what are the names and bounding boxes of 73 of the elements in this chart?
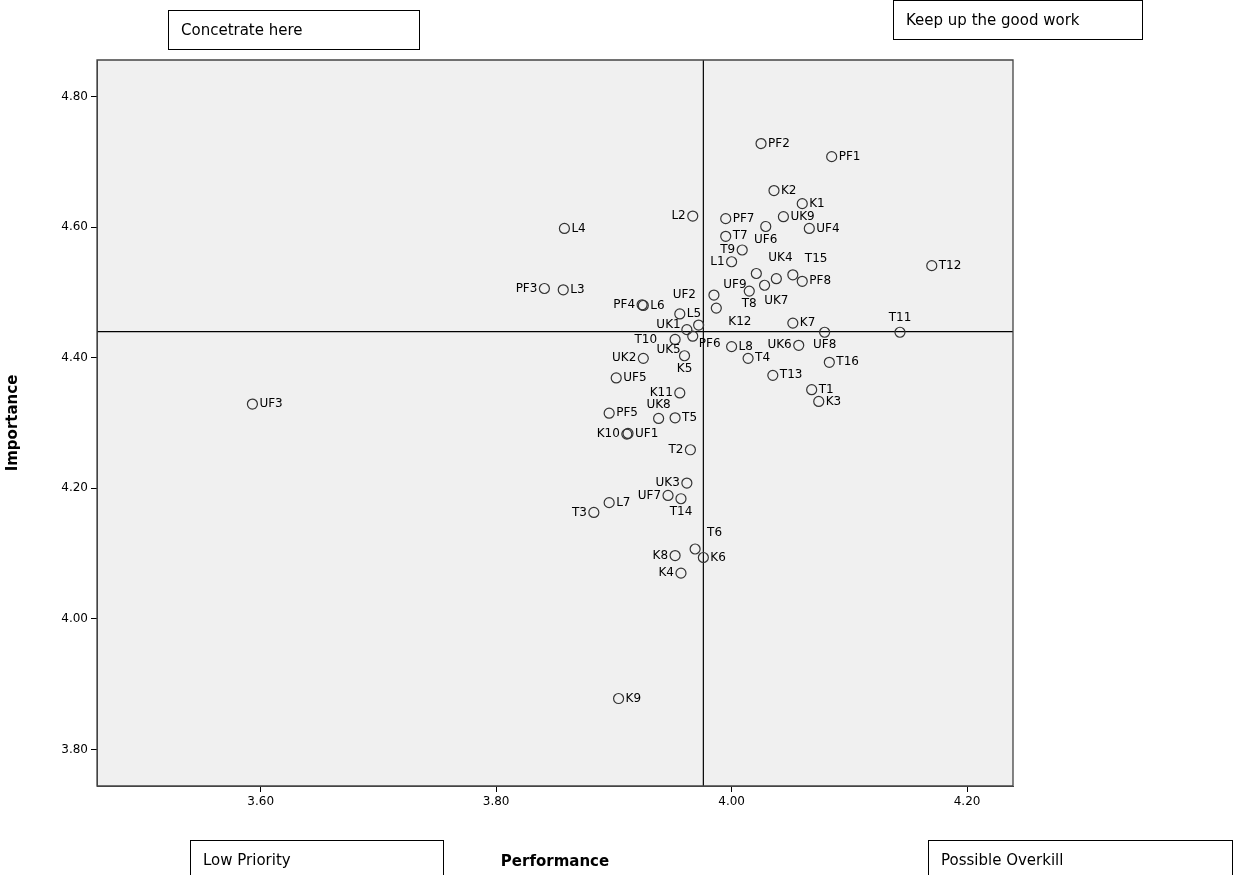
annotation: L7	[616, 494, 631, 509]
x-tick-label: 3.60	[247, 794, 275, 809]
annotation: PF2	[768, 135, 790, 150]
annotation: T1	[817, 381, 834, 396]
annotation: K8	[652, 547, 669, 562]
annotation: T8	[740, 296, 757, 311]
label-box: Possible Overkill	[928, 840, 1233, 875]
annotation: UF6	[754, 231, 778, 246]
annotation: UF7	[637, 487, 662, 502]
annotation: PF7	[732, 210, 755, 225]
annotation: UK2	[612, 350, 637, 365]
annotation: L6	[650, 297, 665, 312]
annotation: UF3	[259, 396, 283, 411]
label-box: Concetrate here	[168, 10, 420, 50]
y-tick-label: 4.20	[61, 480, 88, 495]
annotation: UK7	[764, 292, 789, 307]
annotation: UF1	[635, 425, 659, 440]
y-tick-label: 4.40	[61, 349, 88, 364]
annotation: T12	[937, 257, 962, 272]
annotation: UK9	[790, 208, 815, 223]
annotation: K7	[799, 315, 816, 330]
annotation: PF5	[616, 405, 638, 420]
annotation: K3	[825, 393, 842, 408]
x-axis-title: Performance	[500, 851, 610, 870]
annotation: PF8	[809, 273, 832, 288]
annotation: PF3	[515, 280, 538, 295]
annotation: L2	[671, 208, 686, 223]
annotation: K1	[809, 195, 825, 210]
annotation: PF4	[613, 296, 636, 311]
annotation: T11	[887, 310, 912, 325]
y-tick-label: 4.60	[61, 219, 88, 234]
annotation: T5	[681, 409, 698, 424]
y-tick-label: 3.80	[61, 741, 88, 756]
label-box: Keep up the good work	[893, 0, 1143, 40]
annotation: K9	[625, 690, 642, 705]
annotation: T15	[803, 250, 828, 265]
annotation: L5	[686, 306, 702, 321]
annotation: T14	[668, 503, 693, 518]
y-tick-label: 4.00	[61, 610, 88, 625]
x-tick-label: 4.20	[953, 794, 981, 809]
annotation: PF1	[838, 148, 861, 163]
annotation: L3	[570, 281, 585, 296]
annotation: K6	[710, 549, 726, 564]
annotation: UK5	[656, 342, 681, 357]
annotation: K5	[676, 360, 693, 375]
annotation: UF2	[672, 287, 696, 302]
annotation: UF5	[623, 370, 647, 385]
annotation: L4	[571, 220, 586, 235]
annotation: T3	[570, 504, 587, 519]
x-tick-label: 3.80	[482, 794, 510, 809]
annotation: K12	[728, 314, 752, 329]
label-box: Low Priority	[190, 840, 444, 875]
annotation: T10	[633, 331, 658, 346]
annotation: T6	[706, 525, 723, 540]
annotation: UF4	[816, 220, 840, 235]
annotation: T7	[731, 228, 748, 243]
annotation: UF9	[723, 277, 747, 292]
annotation: UK3	[655, 475, 680, 490]
annotation: T16	[835, 354, 859, 369]
annotation: UF8	[812, 337, 837, 352]
annotation: UK4	[768, 249, 793, 264]
annotation: T4	[754, 350, 771, 365]
annotation: T2	[667, 441, 684, 456]
annotation: T13	[778, 367, 803, 382]
annotation: K4	[658, 565, 674, 580]
annotation: K2	[780, 182, 797, 197]
annotation: L8	[738, 338, 753, 353]
annotation: K10	[596, 426, 620, 441]
y-axis-title: Importance	[2, 374, 21, 472]
x-tick-label: 4.00	[718, 794, 745, 809]
y-tick-label: 4.80	[61, 88, 88, 103]
annotation: UK6	[767, 337, 792, 352]
annotation: UK1	[656, 317, 681, 332]
